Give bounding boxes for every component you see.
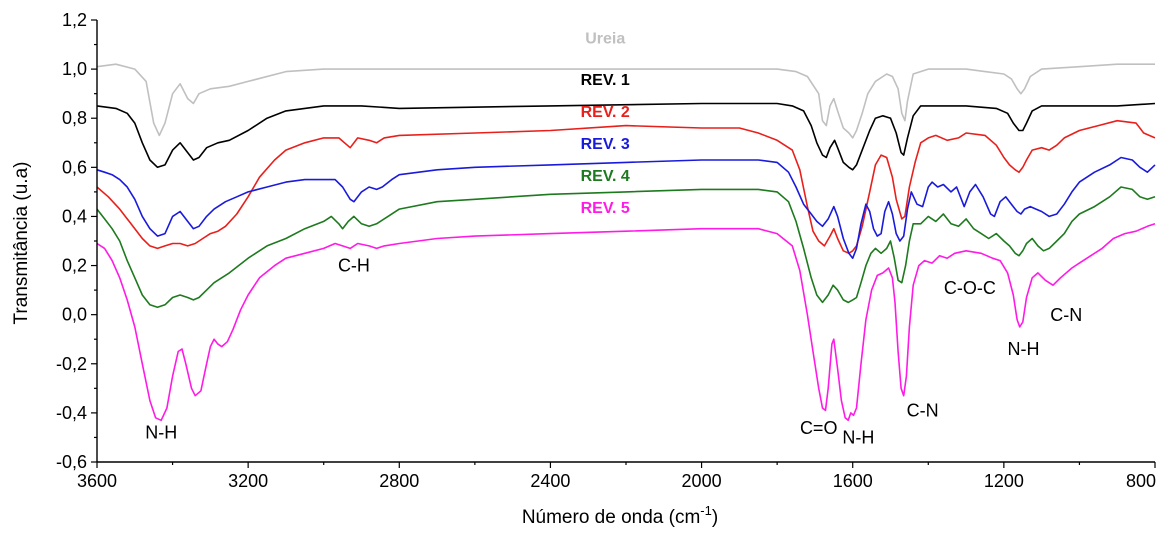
x-tick-label: 3600	[77, 471, 117, 491]
y-tick-label: 0,2	[62, 256, 87, 276]
series-label-5: REV. 4	[581, 168, 630, 185]
y-tick-label: -0,4	[56, 403, 87, 423]
y-tick-label: 0,8	[62, 108, 87, 128]
band-annotation: C=O	[800, 418, 838, 438]
x-tick-label: 3200	[228, 471, 268, 491]
y-tick-label: 1,2	[62, 10, 87, 30]
x-tick-label: 2800	[379, 471, 419, 491]
band-annotation: C-O-C	[944, 278, 996, 298]
y-tick-label: -0,6	[56, 452, 87, 472]
x-axis-title-end: )	[712, 507, 718, 528]
series-label-1: Ureia	[585, 30, 625, 47]
x-tick-label: 2400	[530, 471, 570, 491]
x-axis-title-main: Número de onda (cm	[522, 507, 700, 528]
y-tick-label: 0,4	[62, 206, 87, 226]
series-line-6	[96, 223, 1156, 422]
series-label-3: REV. 2	[581, 104, 630, 121]
series-label-2: REV. 1	[581, 72, 630, 89]
y-tick-label: 0,6	[62, 157, 87, 177]
band-annotations: C-HN-H C=O N-HC-NC-O-CN-HC-N	[145, 256, 1082, 448]
series-line-5	[96, 186, 1156, 309]
band-annotation: C-H	[338, 256, 370, 276]
series-labels: Ureia REV. 1 REV. 2 REV. 3 REV. 4 REV. 5	[581, 30, 630, 216]
y-axis-title: Transmitância (u.a)	[11, 162, 32, 325]
y-tick-label: -0,2	[56, 354, 87, 374]
x-axis-title-superscript: -1	[700, 503, 712, 518]
x-axis-title: Número de onda (cm-1)	[522, 503, 718, 528]
series-line-3	[96, 119, 1156, 255]
series-line-2	[96, 102, 1156, 171]
band-annotation: C-N	[1050, 305, 1082, 325]
tick-marks	[91, 19, 1156, 468]
series-line-1	[96, 63, 1155, 139]
y-tick-label: 0,0	[62, 305, 87, 325]
x-tick-label: 1600	[833, 471, 873, 491]
band-annotation: N-H	[1008, 339, 1040, 359]
band-annotation: C-N	[907, 401, 939, 421]
series-label-4: REV. 3	[581, 136, 630, 153]
band-annotation: N-H	[842, 428, 874, 448]
x-tick-label: 1200	[984, 471, 1024, 491]
tick-labels: -0,6 -0,4 -0,2 0,0 0,2 0,4 0,6 0,8 1,0 1,2 3600 320…	[56, 10, 1156, 491]
series-label-6: REV. 5	[581, 200, 630, 217]
series-line-4	[96, 156, 1156, 259]
x-tick-label: 2000	[682, 471, 722, 491]
y-tick-label: 1,0	[62, 59, 87, 79]
x-tick-label: 800	[1126, 471, 1156, 491]
band-annotation: N-H	[145, 423, 177, 443]
series-layer	[96, 63, 1156, 422]
